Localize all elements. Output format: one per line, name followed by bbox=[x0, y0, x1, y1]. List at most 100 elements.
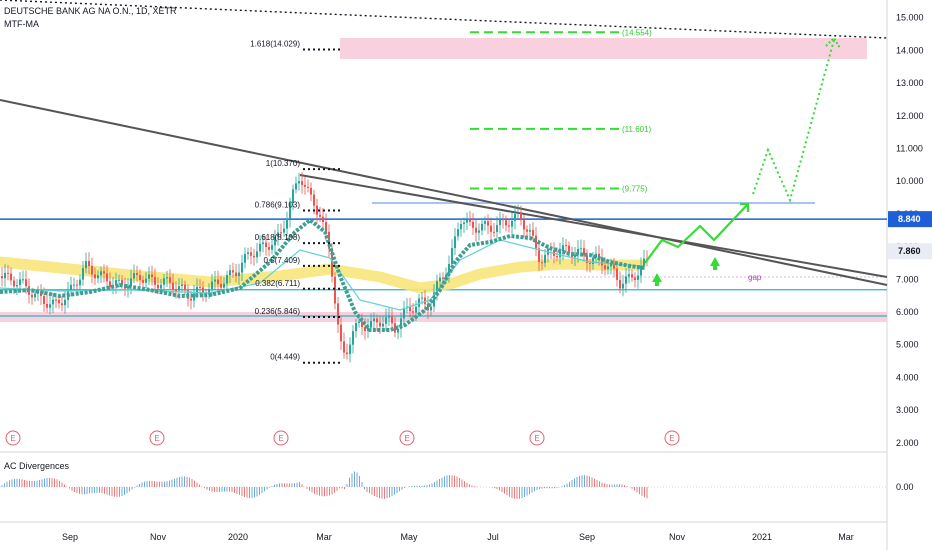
candle-body bbox=[505, 220, 507, 226]
candle-body bbox=[220, 284, 222, 288]
candle-body bbox=[265, 242, 267, 248]
candle-body bbox=[340, 324, 342, 342]
candle-body bbox=[583, 248, 585, 256]
candle-body bbox=[397, 328, 399, 333]
price-tag-label: 7.860 bbox=[898, 246, 921, 256]
candle-body bbox=[565, 245, 567, 247]
candle-body bbox=[358, 321, 360, 324]
candle-body bbox=[70, 284, 72, 291]
earnings-marker-icon bbox=[273, 430, 289, 446]
candle-body bbox=[634, 277, 636, 280]
candle-body bbox=[373, 318, 375, 322]
candle-body bbox=[442, 277, 444, 279]
earnings-marker-label: E bbox=[404, 434, 409, 443]
candle-body bbox=[244, 253, 246, 263]
candle-body bbox=[454, 236, 456, 249]
candle-body bbox=[286, 218, 288, 229]
candle-body bbox=[604, 265, 606, 270]
candle-body bbox=[76, 284, 78, 286]
candle-body bbox=[613, 263, 615, 269]
time-tick-label: 2021 bbox=[752, 532, 772, 542]
candle-body bbox=[532, 230, 534, 236]
earnings-marker-label: E bbox=[669, 434, 674, 443]
candle-body bbox=[610, 263, 612, 267]
candle-body bbox=[643, 258, 645, 266]
price-tick-label: 7.000 bbox=[896, 274, 919, 284]
price-tick-label: 14.000 bbox=[896, 45, 924, 55]
earnings-marker-label: E bbox=[534, 434, 539, 443]
candle-body bbox=[4, 272, 6, 279]
support-zone bbox=[0, 312, 887, 322]
candle-body bbox=[337, 303, 339, 325]
time-tick-label: Sep bbox=[62, 532, 78, 542]
candle-body bbox=[490, 225, 492, 232]
candle-body bbox=[253, 255, 255, 258]
candle-body bbox=[133, 273, 135, 279]
candle-body bbox=[526, 229, 528, 232]
candle-body bbox=[307, 186, 309, 188]
candle-body bbox=[370, 321, 372, 328]
candle-body bbox=[250, 252, 252, 256]
time-tick-label: Mar bbox=[838, 532, 854, 542]
candle-body bbox=[418, 298, 420, 307]
price-tag-bg bbox=[888, 243, 932, 260]
candle-body bbox=[142, 280, 144, 283]
candle-body bbox=[289, 202, 291, 219]
candle-body bbox=[136, 273, 138, 276]
candle-body bbox=[283, 228, 285, 233]
candle-body bbox=[151, 274, 153, 278]
ac-histogram bbox=[1, 471, 648, 499]
candle-body bbox=[172, 282, 174, 291]
candle-body bbox=[268, 247, 270, 250]
projection-solid bbox=[644, 203, 749, 264]
trendline-main bbox=[0, 99, 888, 286]
candle-body bbox=[364, 327, 366, 331]
price-tick-label: 10.000 bbox=[896, 176, 924, 186]
candle-body bbox=[640, 265, 642, 276]
candle-body bbox=[202, 287, 204, 293]
trendline-secondary bbox=[299, 174, 888, 278]
candle-body bbox=[478, 230, 480, 233]
time-tick-label: Nov bbox=[150, 532, 167, 542]
price-tick-label: 5.000 bbox=[896, 340, 919, 350]
candle-body bbox=[625, 276, 627, 284]
candle-body bbox=[31, 294, 33, 298]
candle-body bbox=[622, 283, 624, 289]
candle-body bbox=[538, 248, 540, 263]
candle-body bbox=[376, 318, 378, 323]
candle-body bbox=[25, 279, 27, 287]
candle-body bbox=[352, 331, 354, 345]
candle-body bbox=[118, 279, 120, 281]
candle-body bbox=[475, 227, 477, 233]
fib-level-label: 0.236(5.846) bbox=[255, 307, 301, 316]
candle-body bbox=[631, 274, 633, 278]
candle-body bbox=[280, 232, 282, 234]
candle-body bbox=[298, 181, 300, 184]
candle-body bbox=[148, 274, 150, 279]
candle-body bbox=[322, 216, 324, 222]
candle-body bbox=[7, 272, 9, 274]
time-tick-label: May bbox=[400, 532, 418, 542]
ac-zero-label: 0.00 bbox=[896, 482, 914, 492]
candle-body bbox=[391, 316, 393, 324]
candle-body bbox=[295, 183, 297, 190]
candle-body bbox=[508, 225, 510, 227]
price-tick-label: 13.000 bbox=[896, 78, 924, 88]
candle-body bbox=[409, 306, 411, 312]
candle-body bbox=[190, 298, 192, 301]
candle-body bbox=[157, 284, 159, 289]
earnings-marker-label: E bbox=[10, 434, 15, 443]
candle-body bbox=[517, 213, 519, 215]
candle-body bbox=[106, 273, 108, 282]
candle-body bbox=[127, 286, 129, 289]
candle-body bbox=[73, 284, 75, 286]
candle-body bbox=[541, 262, 543, 264]
fib-level-label: 0.786(9.103) bbox=[255, 201, 301, 210]
candle-body bbox=[163, 278, 165, 285]
candle-body bbox=[316, 205, 318, 215]
candle-body bbox=[196, 287, 198, 294]
candle-body bbox=[145, 278, 147, 283]
candle-body bbox=[211, 281, 213, 290]
candle-body bbox=[589, 263, 591, 265]
